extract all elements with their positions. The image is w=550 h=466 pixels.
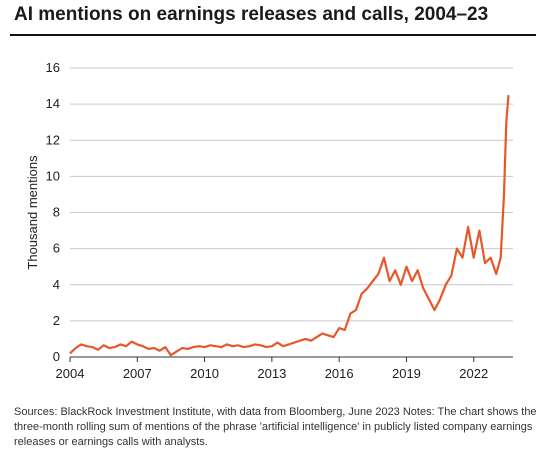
y-tick-label: 0 — [53, 349, 60, 364]
y-tick-label: 6 — [53, 241, 60, 256]
y-tick-label: 8 — [53, 205, 60, 220]
y-tick-label: 14 — [46, 96, 60, 111]
title-rule — [10, 34, 536, 36]
grid-lines — [70, 67, 513, 322]
y-axis-ticks: 0 2 4 6 8 10 12 14 16 — [46, 60, 60, 364]
x-tick-label: 2016 — [325, 366, 354, 381]
y-axis-label: Thousand mentions — [25, 155, 40, 270]
x-tick-label: 2007 — [123, 366, 152, 381]
x-axis-ticks: 2004 2007 2010 2013 2016 2019 2022 — [56, 357, 488, 381]
source-note: Sources: BlackRock Investment Institute,… — [14, 406, 537, 448]
chart-title: AI mentions on earnings releases and cal… — [14, 4, 489, 25]
y-tick-label: 4 — [53, 277, 60, 292]
y-tick-label: 10 — [46, 168, 60, 183]
y-tick-label: 2 — [53, 313, 60, 328]
x-tick-label: 2004 — [56, 366, 85, 381]
x-tick-label: 2019 — [392, 366, 421, 381]
x-tick-label: 2013 — [257, 366, 286, 381]
series-line — [69, 95, 510, 357]
y-tick-label: 16 — [46, 60, 60, 75]
y-tick-label: 12 — [46, 132, 60, 147]
x-tick-label: 2022 — [459, 366, 488, 381]
x-tick-label: 2010 — [190, 366, 219, 381]
